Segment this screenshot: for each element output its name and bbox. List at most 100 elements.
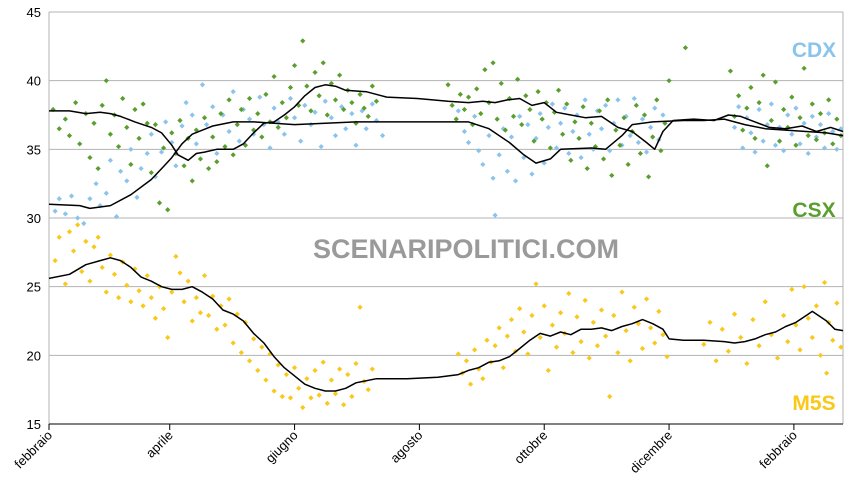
data-point	[603, 102, 609, 108]
data-point	[197, 310, 204, 316]
data-point	[838, 344, 844, 350]
data-point	[639, 116, 646, 122]
data-point	[797, 347, 803, 353]
data-point	[607, 393, 613, 400]
data-point	[124, 124, 130, 130]
data-point	[234, 122, 240, 128]
data-point	[631, 95, 637, 102]
y-tick-label: 45	[27, 5, 41, 20]
data-point	[165, 334, 171, 341]
data-point	[87, 196, 93, 202]
data-point	[365, 113, 371, 119]
data-point	[349, 111, 355, 117]
data-point	[291, 62, 298, 69]
data-point	[160, 306, 167, 312]
data-point	[218, 303, 224, 309]
data-point	[719, 326, 725, 332]
data-point	[512, 178, 519, 184]
data-point	[549, 101, 556, 107]
data-point	[124, 178, 130, 184]
data-point	[533, 135, 539, 141]
data-point	[809, 101, 815, 107]
data-point	[527, 106, 533, 113]
data-point	[600, 156, 607, 162]
data-point	[500, 365, 506, 371]
data-point	[148, 131, 154, 137]
data-point	[181, 299, 187, 305]
data-point	[635, 321, 641, 327]
data-point	[648, 124, 654, 130]
data-point	[529, 171, 535, 177]
data-point	[750, 317, 756, 323]
data-point	[296, 385, 302, 391]
data-point	[736, 93, 742, 99]
data-point	[373, 117, 380, 124]
data-point	[598, 126, 605, 132]
data-point	[343, 126, 349, 132]
data-point	[476, 148, 482, 154]
data-point	[725, 348, 732, 354]
y-tick-label: 30	[27, 211, 41, 226]
data-point	[772, 79, 779, 85]
data-point	[621, 115, 627, 121]
data-point	[214, 159, 220, 165]
data-point	[480, 161, 486, 168]
data-point	[246, 358, 253, 364]
data-point	[62, 116, 68, 122]
data-point	[474, 86, 480, 92]
data-point	[210, 104, 216, 110]
data-point	[486, 133, 492, 139]
data-point	[275, 362, 281, 368]
data-point	[353, 120, 359, 126]
data-point	[478, 111, 484, 117]
data-point	[760, 138, 766, 144]
data-point	[801, 284, 807, 290]
data-point	[210, 134, 216, 140]
data-point	[738, 334, 744, 341]
data-point	[128, 161, 134, 168]
data-point	[91, 120, 97, 126]
data-point	[523, 93, 529, 99]
data-point	[328, 377, 335, 383]
data-point	[740, 145, 746, 151]
points-layer	[50, 38, 844, 411]
data-point	[283, 115, 289, 121]
data-point	[525, 122, 531, 128]
data-point	[300, 38, 306, 44]
data-point	[99, 264, 105, 271]
data-point	[230, 89, 236, 95]
data-point	[95, 234, 101, 240]
data-point	[510, 113, 517, 119]
data-point	[834, 116, 840, 122]
data-point	[152, 122, 159, 128]
data-point	[238, 349, 244, 356]
data-point	[652, 340, 658, 346]
data-point	[496, 152, 502, 158]
data-point	[353, 142, 359, 148]
data-point	[752, 149, 758, 155]
data-point	[81, 220, 87, 227]
data-point	[328, 80, 335, 87]
y-tick-label: 35	[27, 142, 41, 157]
data-point	[498, 80, 504, 87]
data-point	[809, 334, 815, 341]
data-point	[752, 135, 758, 141]
data-point	[363, 126, 369, 132]
data-point	[482, 67, 488, 73]
data-point	[570, 128, 576, 135]
data-point	[140, 101, 146, 107]
data-point	[625, 161, 631, 168]
data-point	[183, 100, 189, 106]
data-point	[259, 344, 265, 350]
data-point	[230, 152, 236, 158]
data-point	[607, 148, 613, 154]
data-point	[781, 106, 787, 113]
data-point	[169, 130, 175, 136]
data-point	[656, 308, 662, 314]
data-point	[197, 156, 204, 162]
data-point	[535, 89, 541, 95]
data-point	[639, 345, 646, 352]
data-point	[275, 124, 281, 130]
data-point	[214, 326, 220, 332]
